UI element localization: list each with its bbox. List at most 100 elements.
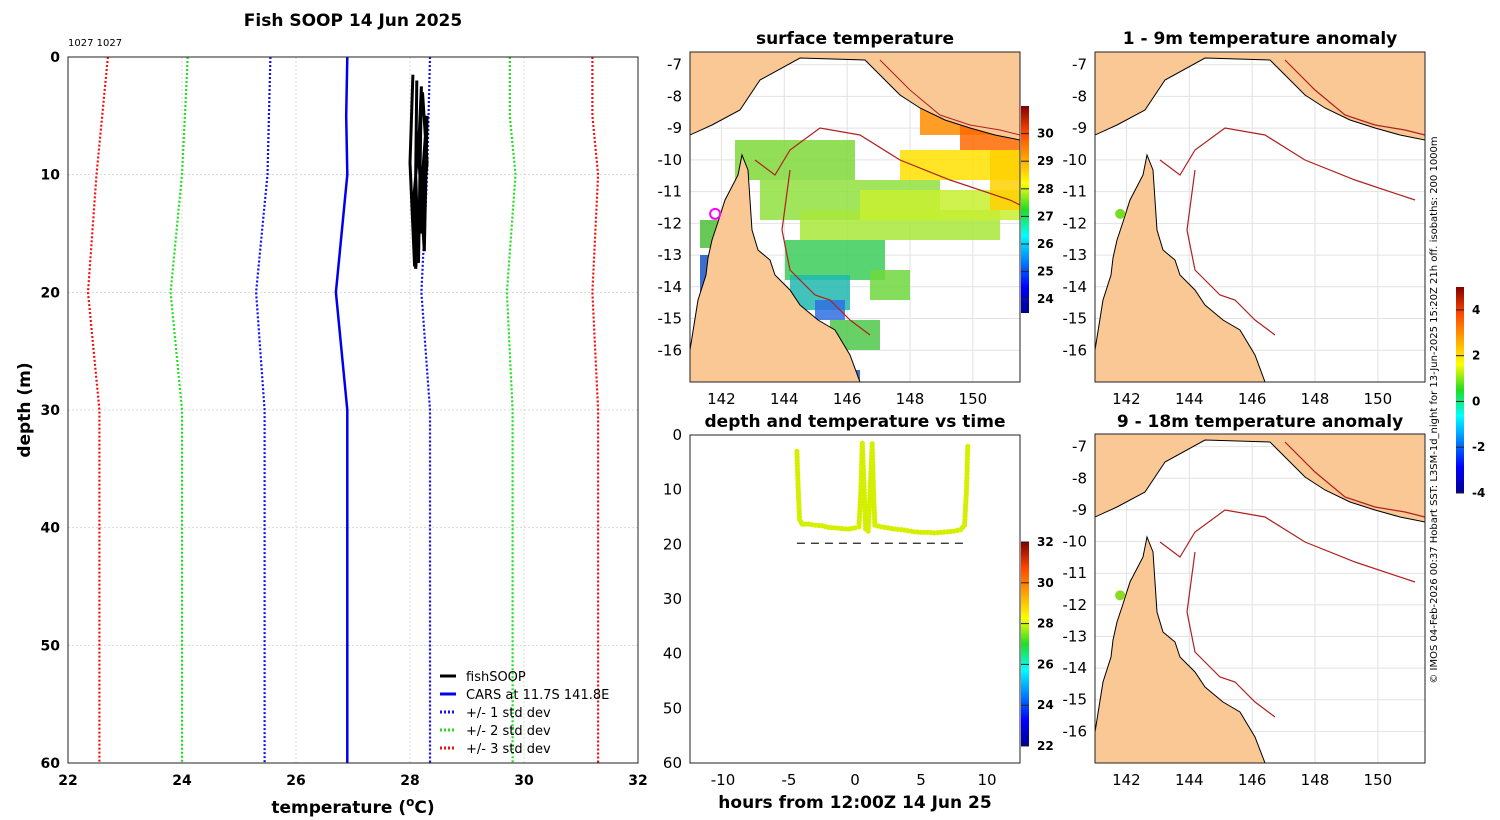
map-y-tick-label: -7: [1072, 56, 1087, 74]
profile-x-tick-label: 22: [58, 773, 77, 789]
time-x-tick-label: 10: [977, 771, 996, 789]
anomaly-map-1-9m: 1 - 9m temperature anomaly 142 144 146 148 1…: [1063, 29, 1486, 500]
map-y-tick-label: -9: [1072, 501, 1087, 519]
sst-land-capeyork: [690, 153, 861, 382]
map-y-tick-label: -11: [1063, 564, 1088, 582]
map-x-tick-label: 144: [1175, 390, 1204, 408]
map-y-tick-label: -13: [1063, 246, 1088, 264]
sst-patch: [785, 240, 885, 280]
profile-series-0: [334, 57, 349, 763]
anom-colorbar: [1456, 287, 1464, 493]
anom2-map-box: [1094, 433, 1426, 764]
map-y-tick-label: -12: [1063, 214, 1088, 232]
sst-map-title: surface temperature: [756, 29, 954, 49]
map-x-tick-label: 148: [1301, 771, 1330, 789]
profile-series-7: [408, 74, 429, 269]
anom1-isobaths: [1159, 59, 1425, 336]
time-x-tick-label: -5: [782, 771, 797, 789]
sst-patch: [870, 270, 910, 300]
sst-map-box: [689, 51, 1021, 383]
map-y-tick-label: -8: [1072, 87, 1087, 105]
map-x-tick-label: 148: [896, 390, 925, 408]
profile-y-tick-label: 50: [41, 638, 61, 654]
map-y-tick-label: -10: [1063, 151, 1088, 169]
anom2-map-x-ticks: 142 144 146 148 150: [1112, 771, 1392, 789]
legend-label: +/- 2 std dev: [466, 724, 551, 739]
anom2-isobaths: [1159, 441, 1425, 718]
map-x-tick-label: 150: [1364, 771, 1393, 789]
profile-xlabel: temperature (oC): [271, 795, 434, 818]
anom2-land-capeyork: [1095, 535, 1266, 763]
time-y-tick-label: 0: [672, 426, 682, 444]
colorbar-tick-label: 25: [1037, 265, 1054, 279]
map-y-tick-label: -16: [1063, 341, 1088, 359]
sst-isobath-1000: [754, 127, 1020, 336]
sst-isobath-200: [879, 59, 1020, 136]
map-y-tick-label: -8: [667, 87, 682, 105]
time-x-ticks: -10 -5 0 5 10: [711, 771, 997, 789]
time-point: [965, 443, 971, 449]
profile-lines: [86, 57, 600, 763]
map-y-tick-label: -11: [658, 183, 683, 201]
anom2-ship-marker: [1115, 590, 1126, 601]
map-x-tick-label: 150: [959, 390, 988, 408]
anom1-map-y-ticks: -7 -8 -9 -10 -11 -12 -13 -14 -15 -16: [1063, 56, 1088, 360]
map-x-tick-label: 144: [770, 390, 799, 408]
map-y-tick-label: -8: [1072, 469, 1087, 487]
time-panel: depth and temperature vs time -10 -5 0 5 10 …: [663, 412, 1054, 813]
legend-label: +/- 1 std dev: [466, 706, 551, 721]
legend-label: fishSOOP: [466, 670, 526, 685]
map-y-tick-label: -14: [658, 278, 683, 296]
map-y-tick-label: -11: [1063, 183, 1088, 201]
profile-y-tick-label: 0: [50, 50, 60, 66]
time-y-tick-label: 30: [663, 590, 682, 608]
time-points: [794, 440, 971, 536]
profile-x-tick-label: 26: [286, 773, 305, 789]
time-title: depth and temperature vs time: [705, 412, 1006, 432]
map-y-tick-label: -15: [1063, 310, 1088, 328]
profile-legend: fishSOOP CARS at 11.7S 141.8E +/- 1 std de…: [440, 670, 609, 757]
anom1-ship-marker: [1115, 208, 1126, 219]
sst-colorbar: [1021, 106, 1029, 313]
map-y-tick-label: -12: [658, 214, 683, 232]
map-x-tick-label: 142: [1112, 390, 1141, 408]
profile-y-tick-label: 40: [41, 521, 61, 537]
side-note: © IMOS 04-Feb-2026 00:37 Hobart SST: L3S…: [1429, 136, 1440, 683]
anom2-map-title: 9 - 18m temperature anomaly: [1117, 412, 1403, 432]
time-y-tick-label: 50: [663, 699, 682, 717]
time-x-tick-label: 5: [916, 771, 926, 789]
time-xlabel: hours from 12:00Z 14 Jun 25: [718, 793, 991, 813]
map-x-tick-label: 146: [1238, 390, 1267, 408]
profile-gridlines: [67, 56, 639, 764]
map-x-tick-label: 146: [833, 390, 862, 408]
colorbar-tick-label: 28: [1037, 182, 1054, 196]
colorbar-tick-label: 30: [1037, 576, 1054, 590]
anom1-land-capeyork: [1095, 153, 1266, 382]
time-y-tick-label: 20: [663, 535, 682, 553]
time-x-tick-label: -10: [711, 771, 736, 789]
profile-title: Fish SOOP 14 Jun 2025: [244, 11, 462, 31]
colorbar-tick-label: 29: [1037, 154, 1054, 168]
time-y-tick-label: 10: [663, 481, 682, 499]
colorbar-tick-label: -4: [1472, 486, 1485, 500]
map-y-tick-label: -10: [1063, 533, 1088, 551]
sst-patch: [990, 150, 1020, 210]
anom1-land-png: [1095, 52, 1425, 141]
map-x-tick-label: 150: [1364, 390, 1393, 408]
map-y-tick-label: -13: [658, 246, 683, 264]
time-axes-box: [689, 434, 1021, 764]
sst-patch: [815, 300, 845, 320]
sst-map-x-ticks: 142 144 146 148 150: [707, 390, 987, 408]
map-y-tick-label: -15: [658, 310, 683, 328]
anom2-land-png: [1095, 434, 1425, 523]
map-y-tick-label: -16: [658, 341, 683, 359]
colorbar-tick-label: 4: [1472, 303, 1480, 317]
sst-colorbar-ticks: 24 25 26 27 28 29 30: [1021, 127, 1054, 306]
time-y-tick-label: 60: [663, 754, 682, 772]
anomaly-map-9-18m: 9 - 18m temperature anomaly 142 144 146 148…: [1063, 412, 1426, 789]
colorbar-tick-label: 27: [1037, 209, 1054, 223]
profile-ylabel: depth (m): [15, 362, 35, 457]
map-y-tick-label: -13: [1063, 627, 1088, 645]
profile-x-tick-label: 30: [514, 773, 534, 789]
